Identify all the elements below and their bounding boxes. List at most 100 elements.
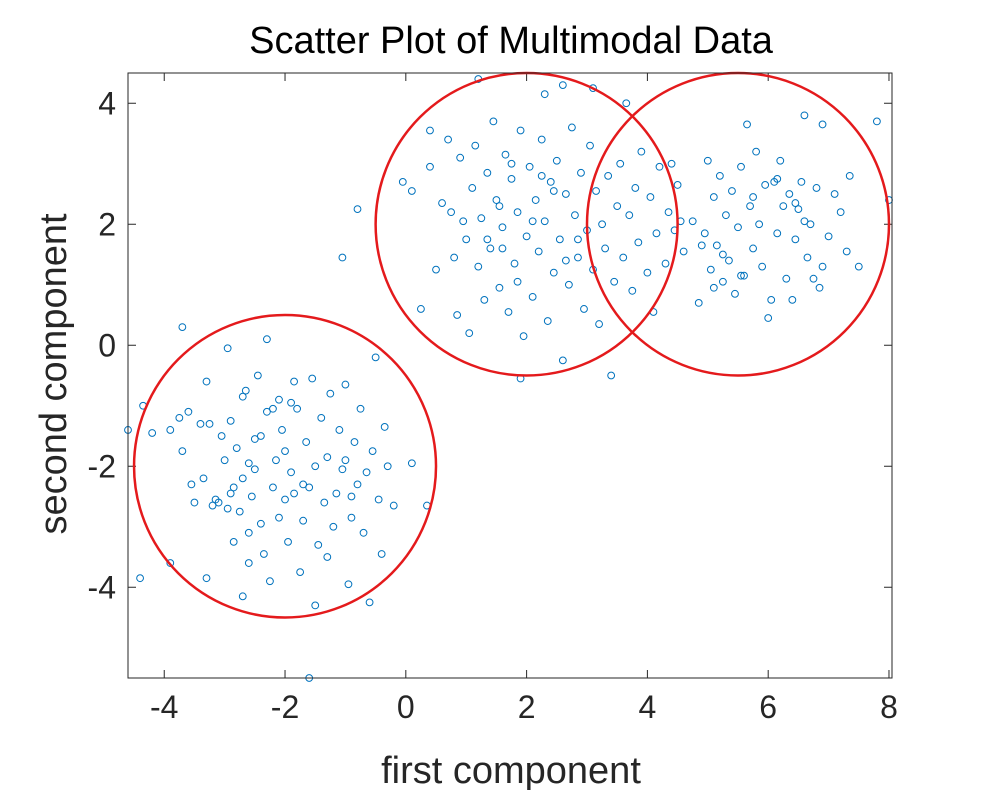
data-point <box>764 314 773 322</box>
data-point <box>311 462 320 471</box>
data-point <box>577 168 585 177</box>
data-point <box>244 459 253 468</box>
y-tick-label: 2 <box>98 206 116 242</box>
data-point <box>709 193 718 201</box>
data-point <box>438 199 446 207</box>
data-point <box>706 265 715 274</box>
data-point <box>715 171 724 180</box>
data-point <box>510 259 519 268</box>
data-point <box>223 504 232 513</box>
data-point <box>444 135 452 144</box>
data-point <box>788 295 797 304</box>
data-point <box>450 253 459 262</box>
data-point <box>507 174 516 183</box>
data-point <box>293 404 302 413</box>
data-point <box>679 247 688 256</box>
data-point <box>389 501 398 510</box>
data-point <box>555 235 564 244</box>
data-point <box>700 229 709 238</box>
data-point <box>522 232 531 241</box>
data-point <box>281 447 289 456</box>
data-point <box>513 277 522 286</box>
data-point <box>718 250 727 259</box>
data-point <box>761 181 770 189</box>
data-point <box>571 211 579 220</box>
data-point <box>229 537 238 546</box>
data-point <box>278 426 286 434</box>
data-point <box>528 292 537 301</box>
data-point <box>598 220 607 229</box>
data-point <box>269 404 277 413</box>
data-point <box>513 208 522 217</box>
data-point <box>519 332 528 341</box>
data-point <box>187 480 196 489</box>
data-point <box>558 81 567 89</box>
plot-box <box>127 72 893 679</box>
data-point <box>830 190 839 198</box>
cluster-circle <box>132 313 438 619</box>
data-point <box>568 123 576 132</box>
data-point <box>791 199 800 207</box>
data-point <box>269 483 277 492</box>
data-point <box>809 274 818 283</box>
chart-title: Scatter Plot of Multimodal Data <box>249 20 774 62</box>
data-point <box>362 468 371 477</box>
data-point <box>797 178 806 186</box>
data-point <box>537 171 546 180</box>
data-point <box>226 416 235 425</box>
axis-ticks <box>128 73 892 678</box>
data-point <box>259 550 268 558</box>
data-point <box>290 377 298 386</box>
data-point <box>824 232 833 241</box>
data-point <box>561 190 570 198</box>
data-point <box>275 395 283 404</box>
data-point <box>773 229 782 238</box>
data-point <box>546 178 555 186</box>
data-point <box>712 241 721 250</box>
data-point <box>229 483 238 492</box>
data-point <box>737 162 745 171</box>
data-point <box>498 223 507 232</box>
data-point <box>504 308 513 316</box>
data-point <box>749 193 757 201</box>
y-tick-label: 0 <box>98 327 116 363</box>
data-point <box>873 117 881 126</box>
data-point <box>558 356 567 365</box>
data-point <box>426 162 434 171</box>
data-point <box>244 528 253 537</box>
data-point <box>752 147 761 156</box>
data-point <box>694 299 703 307</box>
data-point <box>767 295 776 304</box>
data-point <box>800 111 809 120</box>
data-point <box>407 459 416 468</box>
data-point <box>725 256 733 265</box>
data-point <box>628 286 637 295</box>
x-tick-label: -2 <box>271 689 299 725</box>
data-point <box>737 271 745 280</box>
data-point <box>196 420 205 428</box>
data-point <box>842 247 851 256</box>
data-point <box>332 489 341 498</box>
data-point <box>374 495 383 504</box>
data-point <box>253 371 262 380</box>
data-point <box>232 444 241 453</box>
data-point <box>166 426 175 434</box>
data-point <box>320 498 329 507</box>
data-point <box>235 507 244 516</box>
data-point <box>782 274 791 283</box>
data-point <box>854 262 863 271</box>
x-tick-label: 4 <box>639 689 657 725</box>
data-point <box>178 447 187 456</box>
data-point <box>202 377 211 386</box>
data-point <box>468 184 477 192</box>
data-point <box>697 241 706 250</box>
data-point <box>474 262 483 271</box>
data-point <box>308 374 317 383</box>
data-point <box>688 217 697 226</box>
data-point <box>175 413 184 422</box>
data-point <box>552 156 561 165</box>
y-tick-label: -2 <box>88 448 116 484</box>
data-point <box>371 353 380 362</box>
data-point <box>483 235 492 244</box>
